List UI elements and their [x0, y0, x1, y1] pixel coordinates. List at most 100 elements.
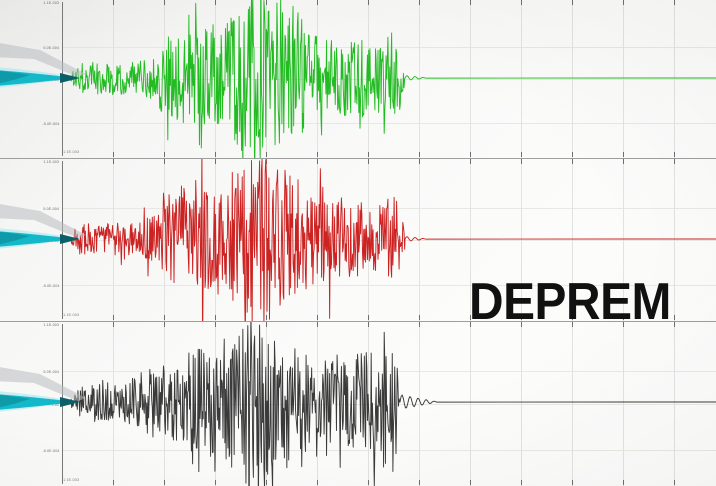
- axis-tick: [470, 322, 471, 327]
- axis-tick: [623, 152, 624, 157]
- axis-tick: [368, 0, 369, 5]
- arrow-shadow-red-trace: [0, 204, 86, 238]
- axis-tick: [419, 152, 420, 157]
- axis-tick: [215, 159, 216, 164]
- axis-tick: [113, 159, 114, 164]
- axis-tick: [164, 315, 165, 320]
- axis-tick: [623, 0, 624, 5]
- axis-tick: [419, 322, 420, 327]
- waveform-path: [0, 322, 716, 486]
- pointer-arrow-green-trace: [0, 67, 80, 88]
- axis-tick: [317, 0, 318, 5]
- y-axis-tick-label: 5.0E-004: [43, 369, 59, 374]
- y-axis-tick-label: -5.0E-004: [42, 448, 59, 453]
- y-axis-tick-label: 1.1E-003: [43, 159, 59, 164]
- axis-tick: [674, 322, 675, 327]
- axis-tick: [572, 480, 573, 485]
- axis-tick: [215, 322, 216, 327]
- axis-tick: [164, 480, 165, 485]
- axis-tick: [623, 159, 624, 164]
- axis-tick: [164, 0, 165, 5]
- axis-tick: [266, 0, 267, 5]
- axis-tick: [266, 315, 267, 320]
- axis-tick: [623, 315, 624, 320]
- axis-corner-label: 1.1E-003: [63, 149, 80, 154]
- waveform-green-trace: [0, 0, 716, 158]
- grid-line-horizontal: [62, 240, 716, 241]
- axis-tick: [521, 480, 522, 485]
- axis-tick: [674, 315, 675, 320]
- axis-tick: [419, 480, 420, 485]
- axis-tick: [470, 315, 471, 320]
- arrow-tip: [60, 234, 80, 244]
- pointer-arrow-red-trace: [0, 228, 80, 249]
- deprem-overlay-text: DEPREM: [469, 273, 671, 331]
- grid-line-horizontal: [62, 371, 716, 372]
- panel-separator: [0, 158, 716, 159]
- y-axis-tick-label: -5.0E-004: [42, 283, 59, 288]
- waveform-red-trace: [0, 159, 716, 321]
- axis-tick: [674, 159, 675, 164]
- panel-separator: [0, 321, 716, 322]
- arrow-body-shade: [0, 231, 30, 245]
- y-axis-tick-label: 5.0E-004: [43, 45, 59, 50]
- grid-line-horizontal: [62, 404, 716, 405]
- axis-tick: [215, 315, 216, 320]
- axis-tick: [317, 315, 318, 320]
- axis-tick: [317, 322, 318, 327]
- axis-tick: [470, 0, 471, 5]
- axis-tick: [215, 480, 216, 485]
- y-axis-tick-label: 5.0E-004: [43, 206, 59, 211]
- axis-tick: [113, 322, 114, 327]
- axis-tick: [368, 152, 369, 157]
- axis-tick: [419, 0, 420, 5]
- arrow-body-shade: [0, 70, 30, 84]
- axis-tick: [266, 480, 267, 485]
- axis-tick: [317, 152, 318, 157]
- axis-tick: [572, 322, 573, 327]
- grid-line-horizontal: [62, 285, 716, 286]
- axis-tick: [113, 315, 114, 320]
- axis-tick: [368, 322, 369, 327]
- arrow-shadow-shape: [0, 367, 86, 401]
- arrow-body-shade: [0, 394, 30, 408]
- axis-tick: [164, 152, 165, 157]
- axis-tick: [521, 0, 522, 5]
- axis-tick: [317, 480, 318, 485]
- arrow-shadow-shape: [0, 204, 86, 238]
- axis-tick: [470, 159, 471, 164]
- axis-tick: [674, 152, 675, 157]
- axis-tick: [215, 0, 216, 5]
- axis-tick: [368, 315, 369, 320]
- axis-tick: [521, 315, 522, 320]
- arrow-shadow-green-trace: [0, 43, 86, 77]
- arrow-tip: [60, 397, 80, 407]
- axis-tick: [215, 152, 216, 157]
- axis-tick: [419, 315, 420, 320]
- axis-tick: [164, 322, 165, 327]
- axis-tick: [419, 159, 420, 164]
- grid-line-horizontal: [62, 208, 716, 209]
- axis-corner-label: 1.1E-003: [63, 312, 80, 317]
- pointer-arrow-black-trace: [0, 391, 80, 412]
- axis-tick: [572, 159, 573, 164]
- axis-corner-label: 1.1E-003: [63, 477, 80, 482]
- axis-tick: [368, 159, 369, 164]
- axis-tick: [572, 152, 573, 157]
- y-axis-tick-label: 1.1E-003: [43, 0, 59, 5]
- arrow-shadow-black-trace: [0, 367, 86, 401]
- axis-tick: [113, 0, 114, 5]
- axis-tick: [266, 152, 267, 157]
- y-axis-tick-label: 1.1E-003: [43, 322, 59, 327]
- arrow-tip: [60, 73, 80, 83]
- axis-tick: [266, 322, 267, 327]
- axis-tick: [521, 159, 522, 164]
- axis-tick: [368, 480, 369, 485]
- axis-tick: [521, 322, 522, 327]
- axis-tick: [317, 159, 318, 164]
- axis-tick: [623, 322, 624, 327]
- grid-line-horizontal: [62, 47, 716, 48]
